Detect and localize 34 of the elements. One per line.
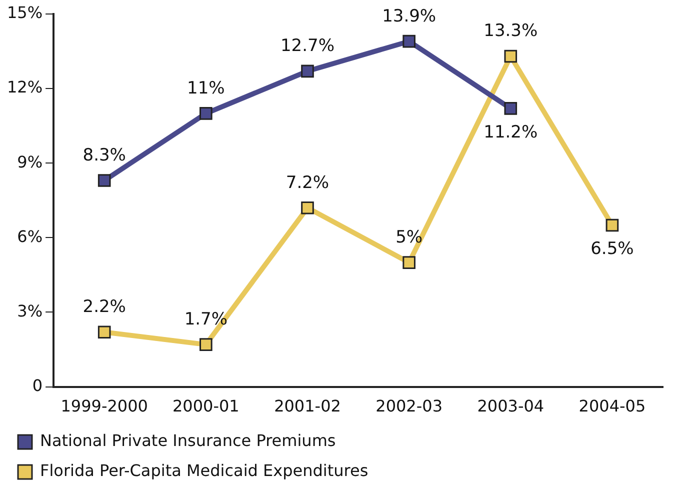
y-tick-label: 6% — [17, 226, 43, 246]
y-tick-label: 0 — [32, 376, 43, 395]
legend-label: National Private Insurance Premiums — [40, 431, 336, 450]
data-label: 7.2% — [286, 172, 330, 193]
point — [200, 338, 212, 351]
legend-label: Florida Per-Capita Medicaid Expenditures — [40, 461, 368, 480]
x-tick-label: 1999-2000 — [60, 396, 148, 416]
point — [200, 107, 212, 120]
data-label: 12.7% — [280, 36, 335, 56]
point — [606, 218, 619, 232]
data-label: 8.3% — [82, 145, 126, 166]
x-tick-label: 2001-02 — [274, 396, 341, 416]
point — [402, 34, 416, 48]
data-label: 11% — [187, 78, 225, 98]
x-tick-label: 2004-05 — [578, 396, 646, 416]
data-label: 13.3% — [484, 21, 538, 42]
point — [504, 50, 518, 63]
y-tick-label: 15% — [7, 3, 43, 22]
point — [98, 174, 111, 187]
data-label: 13.9% — [382, 6, 436, 26]
x-tick-label: 2002-03 — [376, 396, 442, 416]
point — [98, 326, 111, 339]
y-tick-label: 3% — [17, 301, 43, 320]
point — [402, 256, 416, 269]
data-label: 6.5% — [590, 239, 634, 260]
y-tick-label: 12% — [7, 78, 43, 97]
y-tick-label: 9% — [17, 152, 43, 172]
x-tick-label: 2003-04 — [477, 396, 544, 416]
point — [504, 102, 518, 115]
point — [301, 64, 314, 78]
data-label: 2.2% — [82, 297, 126, 318]
x-tick-label: 2000-01 — [172, 396, 240, 416]
data-label: 11.2% — [484, 122, 538, 142]
point — [301, 201, 314, 214]
